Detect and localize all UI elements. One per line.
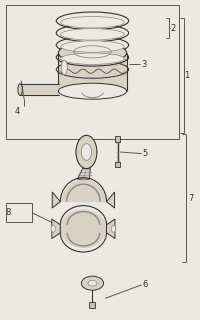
Polygon shape xyxy=(106,192,114,208)
Ellipse shape xyxy=(81,144,91,160)
Bar xyxy=(6,5,178,139)
Text: 6: 6 xyxy=(142,280,147,289)
Text: 7: 7 xyxy=(187,194,192,203)
Ellipse shape xyxy=(51,225,55,232)
Polygon shape xyxy=(106,219,114,239)
Text: 1: 1 xyxy=(183,71,188,80)
Bar xyxy=(20,84,59,95)
Bar xyxy=(115,136,119,142)
Ellipse shape xyxy=(60,29,124,40)
Ellipse shape xyxy=(60,53,124,64)
Ellipse shape xyxy=(88,280,96,286)
Polygon shape xyxy=(52,219,60,239)
Bar xyxy=(58,53,126,91)
Text: 5: 5 xyxy=(142,149,147,158)
Polygon shape xyxy=(60,210,106,248)
Ellipse shape xyxy=(61,60,67,75)
Ellipse shape xyxy=(76,135,96,169)
Ellipse shape xyxy=(60,41,124,52)
Text: 2: 2 xyxy=(170,23,175,33)
Bar xyxy=(6,203,32,222)
Polygon shape xyxy=(77,169,90,179)
Bar xyxy=(115,162,119,167)
Text: 8: 8 xyxy=(5,208,10,217)
Ellipse shape xyxy=(111,225,115,232)
Ellipse shape xyxy=(58,83,126,99)
Ellipse shape xyxy=(81,276,103,290)
Text: 4: 4 xyxy=(14,107,20,116)
Ellipse shape xyxy=(18,84,22,95)
FancyBboxPatch shape xyxy=(89,302,95,308)
Polygon shape xyxy=(52,192,60,208)
Text: 3: 3 xyxy=(141,60,146,69)
Ellipse shape xyxy=(60,17,124,28)
Ellipse shape xyxy=(58,43,126,63)
